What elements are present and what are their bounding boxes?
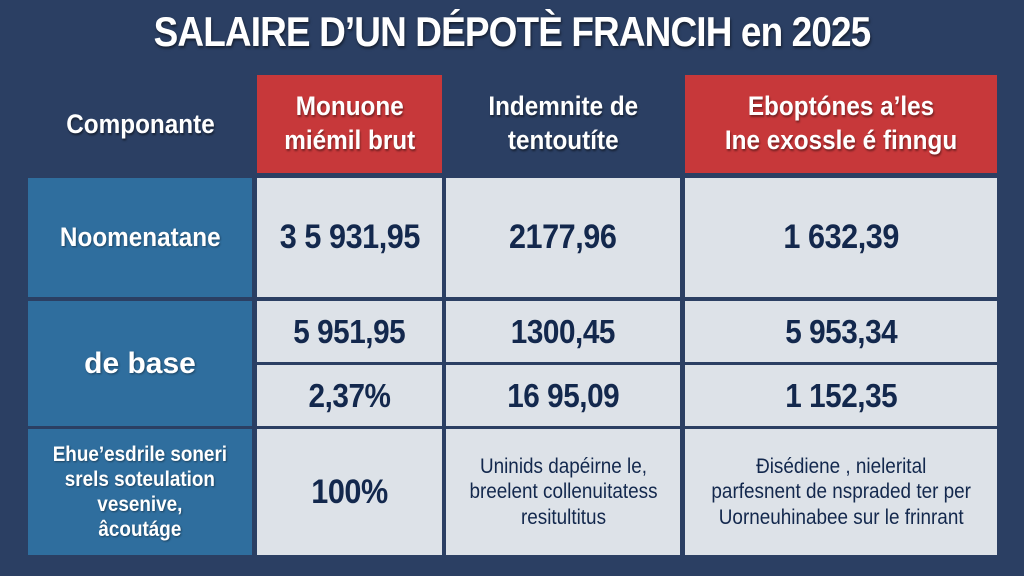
header-expenses: Eboptónes a’les Ine exossle é finngu <box>685 75 997 173</box>
table-cell: 3 5 931,95 <box>257 178 442 297</box>
row-label-nomenclature: Noomenatane <box>28 178 252 297</box>
header-gross-salary: Monuone miémil brut <box>257 75 442 173</box>
header-gross-salary-label: Monuone miémil brut <box>284 91 415 155</box>
header-allowance: Indemnite de tentoutíte <box>446 75 680 173</box>
header-expenses-label: Eboptónes a’les Ine exossle é finngu <box>724 91 958 155</box>
table-cell: 100% <box>257 429 442 555</box>
table-cell: Đisédiene , nielerital parfesnent de nsp… <box>685 429 997 555</box>
table-cell: Uninids dapéirne le, breelent collenuita… <box>446 429 680 555</box>
header-component-label: Componante <box>65 109 215 140</box>
row-label-other: Ehue’esdrile soneri srels soteulation ve… <box>28 429 252 555</box>
page-title: SALAIRE D’UN DÉPOTÈ FRANCIH en 2025 <box>153 8 872 55</box>
table-cell: 2177,96 <box>446 178 680 297</box>
table-cell: 16 95,09 <box>446 365 680 426</box>
table-cell: 5 953,34 <box>685 301 997 362</box>
header-allowance-label: Indemnite de tentoutíte <box>488 91 638 155</box>
table-cell: 1 632,39 <box>685 178 997 297</box>
row-label-base: de base <box>28 301 252 426</box>
table-cell: 1 152,35 <box>685 365 997 426</box>
table-cell: 5 951,95 <box>257 301 442 362</box>
table-cell: 1300,45 <box>446 301 680 362</box>
table-cell: 2,37% <box>257 365 442 426</box>
header-component: Componante <box>28 76 252 174</box>
